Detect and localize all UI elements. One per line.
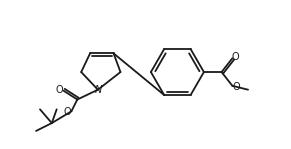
Text: O: O (56, 85, 63, 95)
Text: N: N (94, 85, 102, 95)
Text: O: O (64, 107, 71, 117)
Text: O: O (231, 52, 239, 62)
Text: O: O (233, 82, 240, 92)
